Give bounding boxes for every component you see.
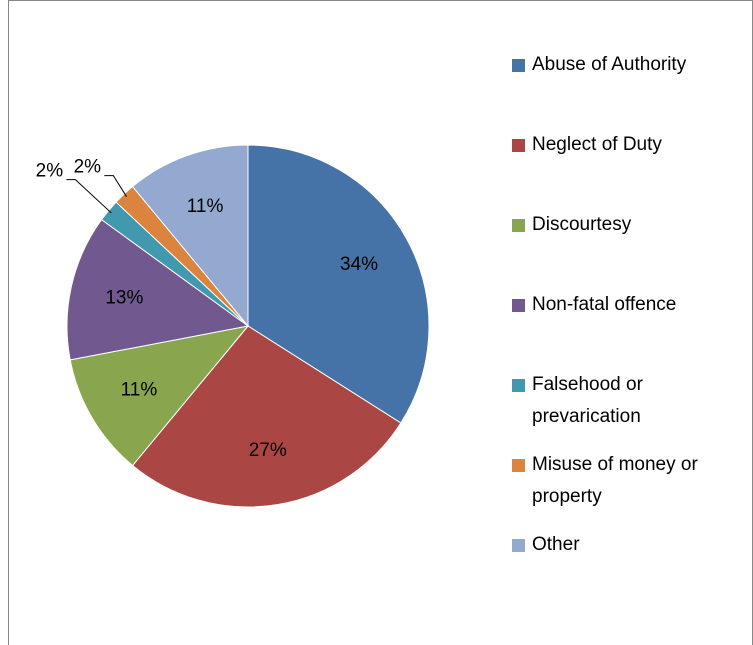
pie-slice: [66, 218, 250, 361]
legend-swatch: [512, 139, 525, 152]
leader-line: [104, 175, 127, 197]
legend-item: Neglect of Duty: [512, 129, 744, 161]
legend-item: Abuse of Authority: [512, 49, 744, 81]
legend-item: Non-fatal offence: [512, 289, 744, 321]
legend-label: Non-fatal offence: [532, 294, 677, 315]
legend-item: Discourtesy: [512, 209, 744, 241]
legend-label: Neglect of Duty: [532, 134, 662, 155]
legend-item: Misuse of money or property: [512, 449, 744, 513]
legend-swatch: [512, 299, 525, 312]
legend-item: Other: [512, 529, 744, 561]
legend-label: Discourtesy: [532, 214, 632, 235]
data-label: 11%: [187, 196, 224, 217]
legend-swatch: [512, 459, 525, 472]
pie-slice: [247, 144, 430, 424]
legend-swatch: [512, 379, 525, 392]
leader-line: [66, 179, 112, 214]
data-label: 34%: [340, 254, 378, 275]
legend-swatch: [512, 219, 525, 232]
legend-label: Abuse of Authority: [532, 54, 687, 75]
data-label: 13%: [105, 287, 143, 308]
data-label: 2%: [74, 157, 102, 178]
legend-swatch: [512, 539, 525, 552]
legend-label: Other: [532, 534, 580, 555]
legend-label: Falsehood or prevarication: [532, 374, 643, 427]
pie-slice: [69, 325, 250, 467]
legend-swatch: [512, 59, 525, 72]
data-label: 27%: [249, 440, 287, 461]
legend-label: Misuse of money or property: [532, 454, 698, 507]
data-label: 11%: [121, 380, 158, 401]
pie-slice: [131, 144, 249, 328]
legend-item: Falsehood or prevarication: [512, 369, 744, 433]
data-label: 2%: [36, 161, 64, 182]
pie-slice: [131, 325, 402, 508]
